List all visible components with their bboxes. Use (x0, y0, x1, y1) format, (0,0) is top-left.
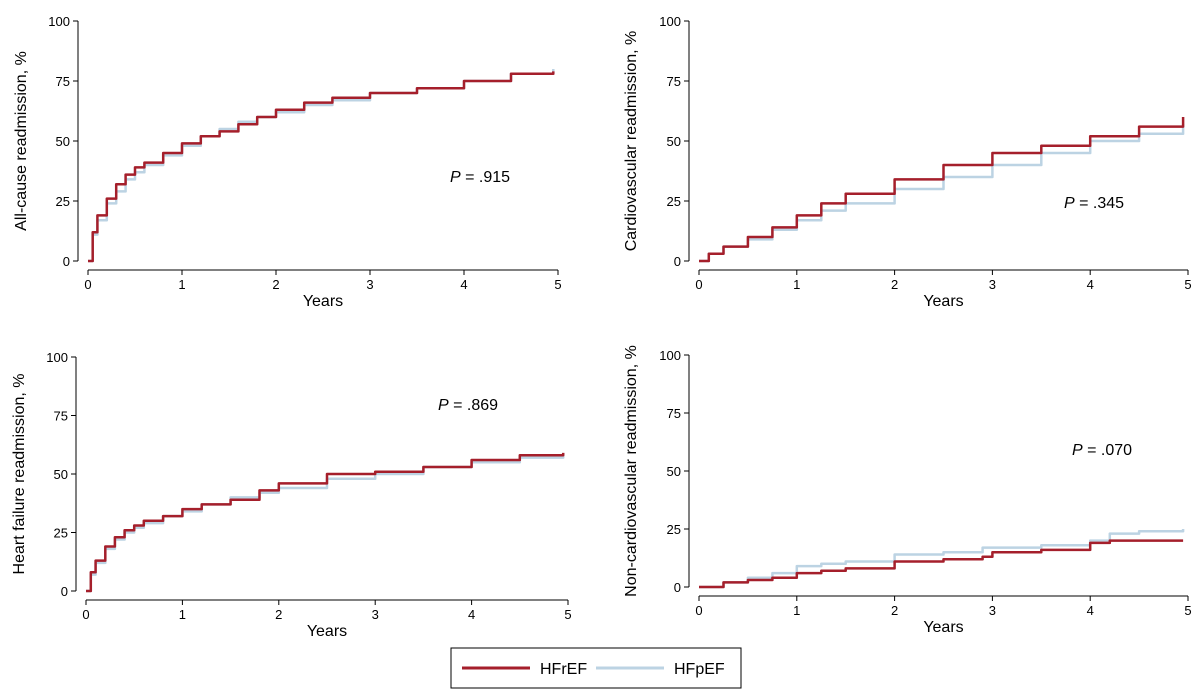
panel-all-cause: 0 25 50 75 100 0 1 2 3 4 5 Years All-cause readmissi… (13, 14, 562, 310)
x-tick-label: 4 (468, 607, 475, 622)
x-tick-label: 5 (1184, 277, 1191, 292)
y-tick-label: 75 (56, 74, 70, 89)
series-line-hfref-heart-failure (86, 452, 565, 593)
y-tick-label: 50 (54, 467, 68, 482)
x-tick-label: 2 (891, 277, 898, 292)
y-tick-label: 100 (659, 14, 681, 29)
x-tick-label: 4 (460, 277, 467, 292)
y-axis-title: All-cause readmission, % (13, 51, 30, 231)
legend: HFrEF HFpEF (450, 647, 742, 689)
series-line-hfpef-all-cause (88, 69, 555, 263)
x-tick-label: 0 (695, 603, 702, 618)
y-tick-label: 0 (674, 254, 681, 269)
y-tick-label: 0 (61, 584, 68, 599)
x-tick-label: 5 (554, 277, 561, 292)
p-value-annotation: P = .345 (1064, 195, 1124, 212)
panel-heart-failure: 0 25 50 75 100 0 1 2 3 4 5 Years Heart failure readm… (11, 350, 572, 640)
y-tick-label: 25 (54, 526, 68, 541)
series-line-hfref-all-cause (88, 71, 555, 263)
x-tick-label: 1 (179, 607, 186, 622)
x-axis-title: Years (923, 293, 963, 310)
x-tick-label: 1 (793, 277, 800, 292)
x-tick-label: 3 (989, 277, 996, 292)
y-tick-label: 50 (667, 464, 681, 479)
x-tick-label: 5 (1184, 603, 1191, 618)
x-tick-label: 5 (564, 607, 571, 622)
p-value-annotation: P = .070 (1072, 442, 1132, 459)
x-tick-label: 2 (891, 603, 898, 618)
y-tick-label: 0 (674, 580, 681, 595)
x-tick-label: 4 (1087, 603, 1094, 618)
x-axis-title: Years (303, 293, 343, 310)
x-axis-title: Years (307, 623, 347, 640)
y-tick-label: 75 (54, 409, 68, 424)
x-tick-label: 2 (272, 277, 279, 292)
y-axis-title: Heart failure readmission, % (11, 374, 28, 575)
legend-label-hfpef: HFpEF (674, 661, 725, 678)
x-tick-label: 3 (366, 277, 373, 292)
y-tick-label: 100 (46, 350, 68, 365)
legend-label-hfref: HFrEF (540, 661, 587, 678)
x-tick-label: 1 (793, 603, 800, 618)
x-tick-label: 4 (1087, 277, 1094, 292)
panel-cardiovascular: 0 25 50 75 100 0 1 2 3 4 5 Years Cardiovascular read… (623, 14, 1192, 310)
y-tick-label: 75 (667, 406, 681, 421)
series-line-hfpef-cardiovascular (699, 124, 1185, 263)
x-tick-label: 2 (275, 607, 282, 622)
y-tick-label: 100 (48, 14, 70, 29)
y-tick-label: 50 (56, 134, 70, 149)
panel-non-cardiovascular: 0 25 50 75 100 0 1 2 3 4 5 Years Non-cardiovascular … (623, 345, 1192, 636)
x-tick-label: 1 (178, 277, 185, 292)
y-tick-label: 25 (667, 522, 681, 537)
y-tick-label: 25 (667, 194, 681, 209)
y-tick-label: 25 (56, 194, 70, 209)
x-tick-label: 3 (372, 607, 379, 622)
x-axis-title: Years (923, 619, 963, 636)
y-tick-label: 0 (63, 254, 70, 269)
x-tick-label: 0 (695, 277, 702, 292)
y-axis-title: Cardiovascular readmission, % (623, 31, 640, 252)
series-line-hfref-cardiovascular (699, 117, 1185, 263)
y-axis-title: Non-cardiovascular readmission, % (623, 345, 640, 597)
y-tick-label: 50 (667, 134, 681, 149)
p-value-annotation: P = .915 (450, 169, 510, 186)
x-tick-label: 3 (989, 603, 996, 618)
x-tick-label: 0 (84, 277, 91, 292)
y-tick-label: 100 (659, 348, 681, 363)
y-tick-label: 75 (667, 74, 681, 89)
series-line-hfref-non-cardiovascular (699, 539, 1184, 589)
p-value-annotation: P = .869 (438, 397, 498, 414)
x-tick-label: 0 (82, 607, 89, 622)
